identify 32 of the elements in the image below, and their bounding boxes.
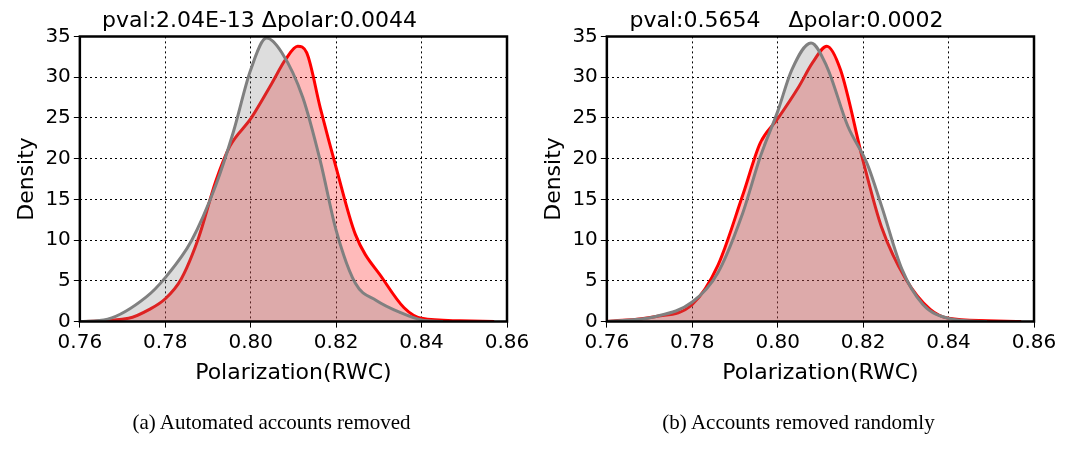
x-axis-title: Polarization(RWC) <box>195 358 392 384</box>
y-tick-label: 10 <box>45 226 71 251</box>
x-tick-label: 0.82 <box>313 328 359 353</box>
text: (b) Accounts removed randomly <box>661 410 936 435</box>
chart-title: pval:0.5654 Δpolar:0.0002 <box>629 6 944 32</box>
x-tick-label: 0.86 <box>484 328 530 353</box>
y-tick-label: 15 <box>45 185 71 210</box>
y-tick-label: 35 <box>45 22 71 47</box>
y-axis-title: Density <box>12 137 38 221</box>
y-tick-label: 25 <box>45 104 71 129</box>
y-tick-label: 30 <box>45 63 71 88</box>
y-tick-label: 20 <box>45 144 71 169</box>
x-tick-label: 0.86 <box>1011 328 1057 353</box>
x-tick-label: 0.80 <box>228 328 273 353</box>
text: (a) Automated accounts removed <box>131 410 412 435</box>
chart-title: pval:2.04E-13 Δpolar:0.0044 <box>102 6 417 32</box>
y-tick-label: 5 <box>58 267 71 292</box>
x-tick-label: 0.84 <box>399 328 444 353</box>
x-tick-label: 0.80 <box>755 328 800 353</box>
x-tick-label: 0.84 <box>926 328 971 353</box>
x-tick-label: 0.82 <box>840 328 886 353</box>
y-tick-label: 5 <box>585 267 598 292</box>
y-tick-label: 25 <box>572 104 598 129</box>
x-tick-label: 0.78 <box>143 328 188 353</box>
y-tick-label: 30 <box>572 63 598 88</box>
x-tick-label: 0.78 <box>670 328 715 353</box>
y-tick-label: 35 <box>572 22 598 47</box>
y-axis-title: Density <box>539 137 565 221</box>
y-tick-label: 15 <box>572 185 598 210</box>
y-tick-label: 20 <box>572 144 598 169</box>
y-tick-label: 10 <box>572 226 598 251</box>
x-axis-title: Polarization(RWC) <box>722 358 919 384</box>
